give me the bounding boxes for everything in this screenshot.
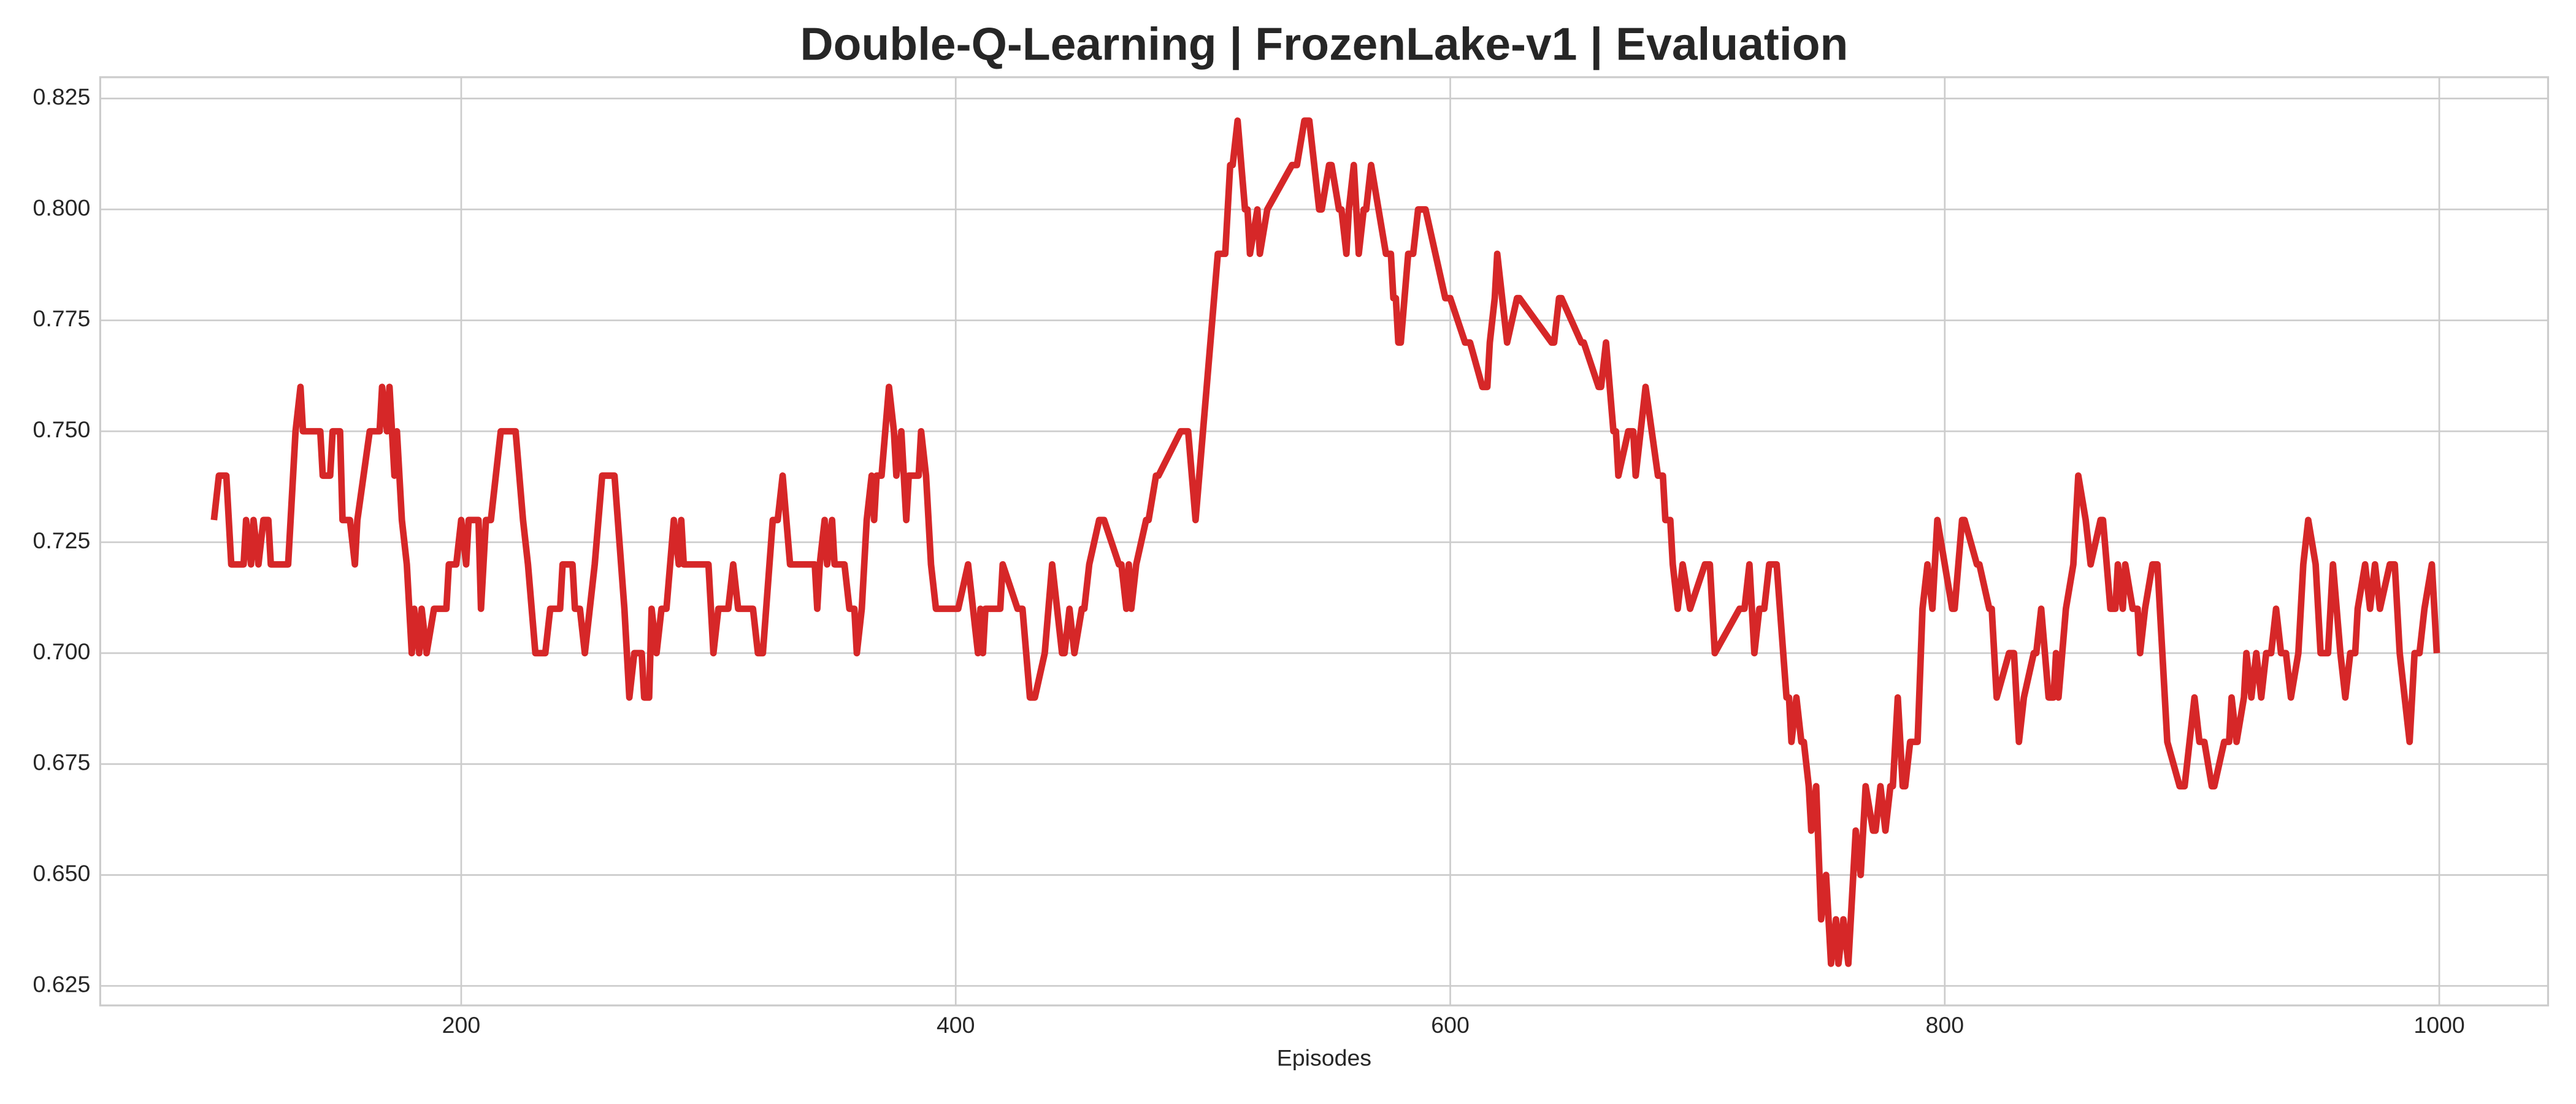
y-tick-label: 0.775 (33, 305, 90, 331)
y-tick-label: 0.825 (33, 84, 90, 110)
y-tick-label: 0.725 (33, 527, 90, 553)
y-tick-label: 0.800 (33, 194, 90, 220)
y-tick-label: 0.750 (33, 416, 90, 442)
x-tick-label: 800 (1926, 1012, 1965, 1038)
x-tick-label: 400 (937, 1012, 975, 1038)
y-tick-label: 0.650 (33, 861, 90, 886)
x-tick-label: 1000 (2413, 1012, 2464, 1038)
x-axis-label: Episodes (1277, 1045, 1371, 1071)
x-tick-label: 200 (442, 1012, 481, 1038)
plot-frame (99, 76, 2550, 1006)
x-tick-label: 600 (1431, 1012, 1470, 1038)
y-tick-label: 0.625 (33, 971, 90, 997)
y-tick-label: 0.675 (33, 749, 90, 775)
data-line (210, 117, 2440, 967)
y-tick-label: 0.700 (33, 638, 90, 664)
chart-title: Double-Q-Learning | FrozenLake-v1 | Eval… (800, 18, 1848, 70)
